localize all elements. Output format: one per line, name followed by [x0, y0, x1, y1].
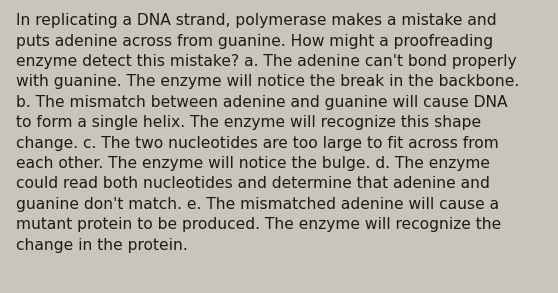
Text: In replicating a DNA strand, polymerase makes a mistake and
puts adenine across : In replicating a DNA strand, polymerase … [16, 13, 519, 253]
